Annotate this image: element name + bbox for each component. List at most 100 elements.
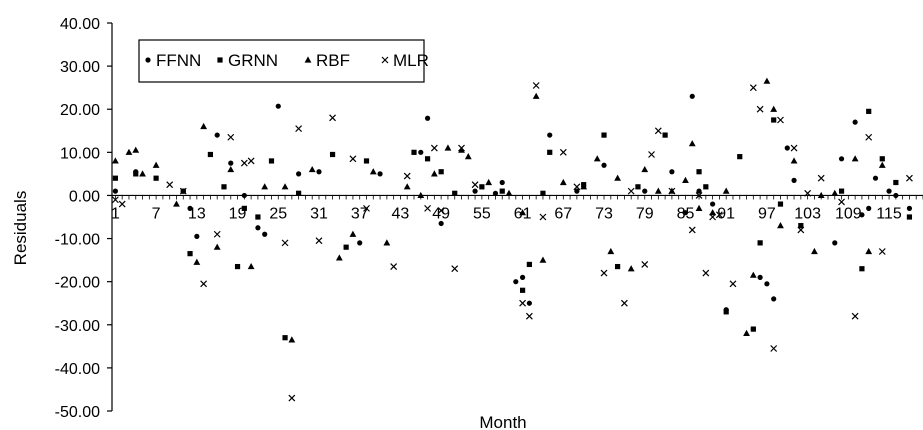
- rbf-point: [111, 157, 119, 164]
- grnn-point: [479, 184, 485, 190]
- mlr-point: [281, 239, 289, 247]
- mlr-point: [573, 183, 581, 191]
- legend-marker-rbf: [304, 56, 312, 63]
- rbf-point: [682, 176, 689, 183]
- ffnn-point: [513, 279, 519, 285]
- rbf-point: [458, 146, 465, 153]
- mlr-point: [111, 196, 119, 204]
- mlr-point: [539, 213, 547, 221]
- mlr-point: [559, 148, 567, 156]
- rbf-point: [749, 271, 757, 278]
- mlr-point: [906, 174, 913, 182]
- ffnn-point: [852, 119, 858, 125]
- mlr-point: [315, 237, 323, 245]
- ffnn-point: [784, 145, 790, 151]
- ffnn-point: [424, 115, 431, 121]
- x-tick-label: 7: [152, 205, 161, 222]
- rbf-point: [709, 209, 717, 216]
- ffnn-point: [642, 188, 648, 194]
- x-tick-label: 73: [595, 205, 613, 222]
- rbf-point: [464, 153, 472, 160]
- legend-box: [138, 39, 425, 83]
- series-mlr: [111, 82, 913, 402]
- x-tick-label: 13: [188, 205, 206, 222]
- legend-item-rbf: RBF: [304, 51, 350, 70]
- grnn-point: [601, 132, 607, 138]
- legend-marker-ffnn: [145, 57, 151, 63]
- legend-marker-mlr: [381, 56, 389, 64]
- rbf-point: [641, 165, 649, 173]
- mlr-point: [349, 155, 357, 163]
- grnn-point: [452, 190, 458, 196]
- ffnn-point: [492, 190, 499, 196]
- ffnn-point: [296, 171, 302, 177]
- x-tick-label: 37: [351, 205, 369, 222]
- mlr-point: [851, 312, 859, 320]
- mlr-point: [227, 133, 235, 141]
- ffnn-point: [859, 212, 865, 218]
- grnn-point: [635, 184, 641, 190]
- ffnn-point: [832, 240, 838, 246]
- ffnn-point: [228, 160, 234, 166]
- mlr-point: [777, 116, 784, 124]
- ffnn-point: [893, 192, 899, 199]
- grnn-point: [859, 266, 865, 272]
- legend-item-mlr: MLR: [381, 51, 429, 70]
- legend-item-ffnn: FFNN: [145, 51, 201, 70]
- y-tick-label: 30.00: [60, 59, 100, 76]
- mlr-point: [329, 114, 336, 122]
- mlr-point: [525, 312, 533, 320]
- grnn-point: [255, 214, 261, 220]
- x-tick-label: 67: [554, 205, 572, 222]
- x-tick-label: 43: [392, 205, 410, 222]
- mlr-point: [458, 144, 465, 152]
- rbf-point: [770, 105, 778, 112]
- ffnn-point: [601, 162, 607, 168]
- y-axis-title: Residuals: [11, 191, 30, 266]
- ffnn-point: [872, 175, 879, 181]
- x-tick-label: 91: [717, 205, 735, 222]
- rbf-point: [281, 183, 289, 190]
- rbf-point: [532, 92, 540, 99]
- grnn-point: [112, 175, 118, 181]
- ffnn-point: [764, 281, 770, 287]
- rbf-point: [614, 174, 622, 181]
- mlr-point: [451, 265, 459, 273]
- mlr-point: [471, 181, 479, 189]
- grnn-point: [268, 158, 275, 164]
- mlr-point: [620, 299, 628, 307]
- rbf-point: [790, 157, 798, 164]
- ffnn-point: [574, 188, 580, 194]
- grnn-point: [750, 326, 756, 332]
- ffnn-point: [696, 188, 702, 194]
- rbf-point: [403, 183, 411, 190]
- mlr-point: [797, 226, 805, 234]
- y-tick-label: 40.00: [60, 16, 100, 33]
- x-tick-label: 25: [269, 205, 287, 222]
- rbf-point: [335, 254, 343, 261]
- mlr-point: [838, 198, 845, 206]
- mlr-point: [648, 151, 655, 158]
- grnn-point: [615, 263, 621, 270]
- y-tick-label: -10.00: [55, 232, 100, 249]
- ffnn-point: [262, 231, 268, 237]
- grnn-point: [411, 149, 417, 155]
- ffnn-point: [682, 210, 689, 216]
- mlr-point: [702, 269, 710, 277]
- grnn-point: [662, 132, 668, 138]
- ffnn-point: [316, 169, 322, 175]
- rbf-point: [193, 258, 201, 265]
- ffnn-point: [526, 300, 532, 306]
- ffnn-point: [906, 205, 913, 211]
- x-axis: 1713192531374349556167737985919710310911…: [111, 194, 923, 222]
- y-tick-label: 20.00: [60, 102, 100, 119]
- legend-marker-grnn: [217, 57, 223, 63]
- mlr-point: [424, 204, 432, 212]
- series-rbf: [111, 77, 886, 343]
- rbf-point: [654, 187, 662, 194]
- ffnn-point: [255, 225, 261, 231]
- rbf-point: [485, 178, 493, 186]
- rbf-point: [627, 265, 635, 272]
- rbf-point: [817, 191, 825, 199]
- legend-label: FFNN: [156, 51, 201, 70]
